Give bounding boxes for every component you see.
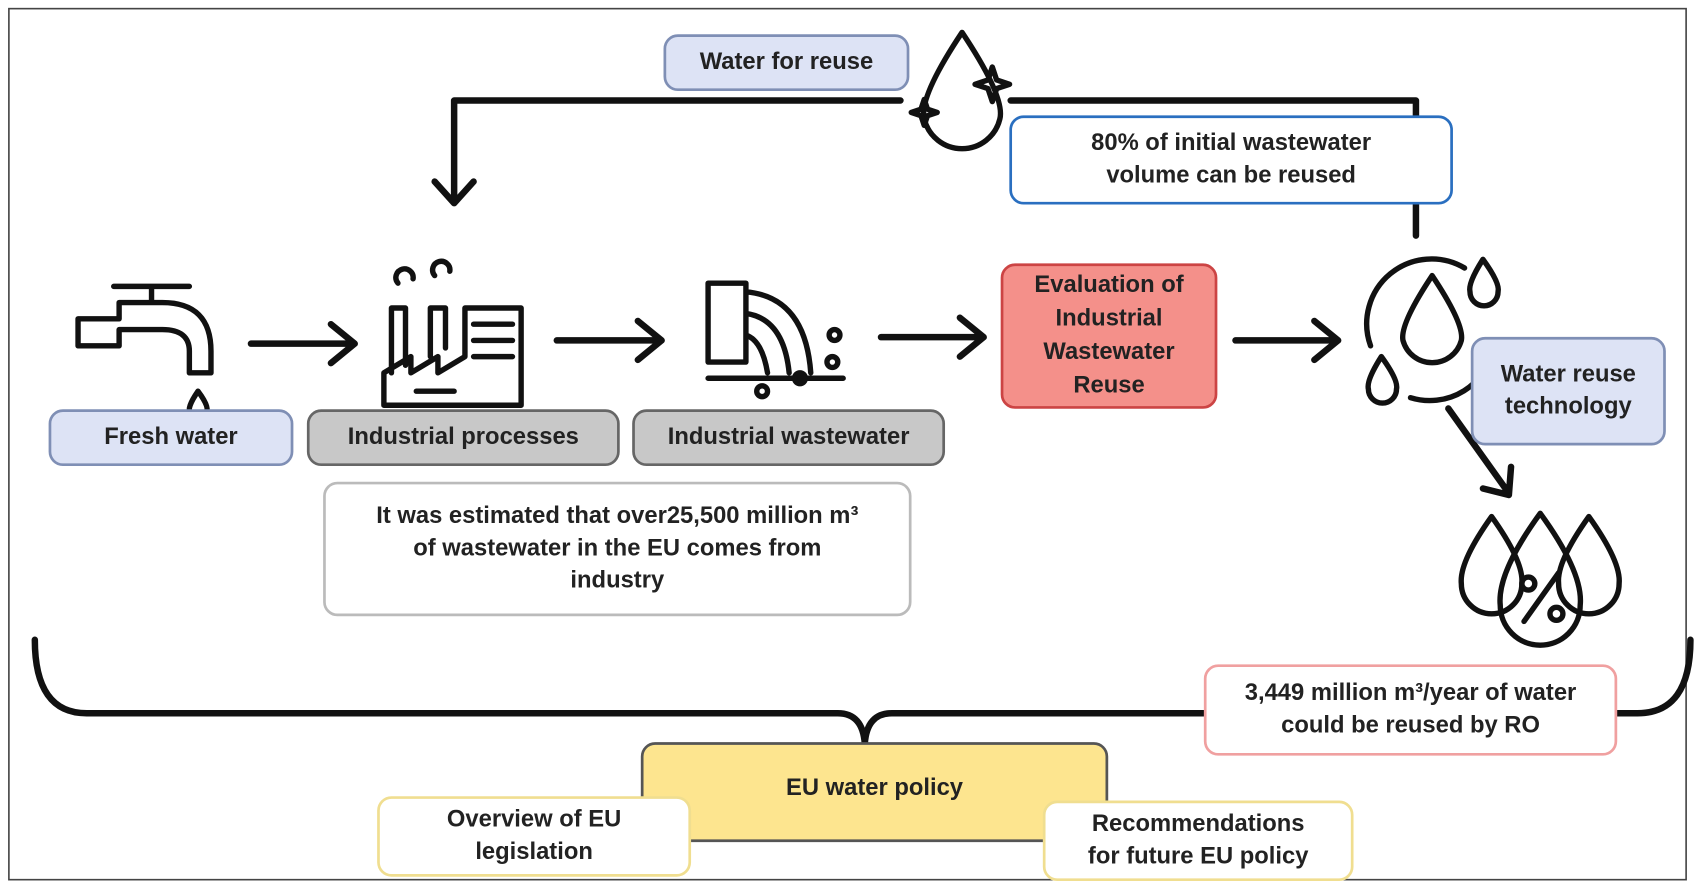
box-label: Fresh water [104, 423, 237, 450]
box-label: volume can be reused [1106, 161, 1356, 188]
box: Water reuse technology [1470, 336, 1666, 446]
box-label: Water reuse [1501, 360, 1636, 387]
box-label: Evaluation of [1034, 271, 1183, 298]
box-shape [1042, 800, 1354, 882]
box-shape [48, 409, 294, 467]
box-label: Reuse [1073, 372, 1144, 399]
box: 3,449 million m³/year of water could be r… [1203, 664, 1618, 756]
box-shape [1470, 336, 1666, 446]
box-label: legislation [475, 838, 593, 865]
box-label: of wastewater in the EU comes from [413, 534, 821, 561]
box-label: technology [1505, 393, 1633, 420]
box: Fresh water [48, 409, 294, 467]
box-shape [632, 409, 946, 467]
box-label: Water for reuse [700, 48, 873, 75]
box-label: Industrial [1056, 305, 1163, 332]
box-label: It was estimated that over25,500 million… [376, 502, 858, 529]
box: Recommendations for future EU policy [1042, 800, 1354, 882]
box-label: 80% of initial wastewater [1091, 129, 1371, 156]
box: Water for reuse [663, 34, 910, 92]
box-label: for future EU policy [1088, 842, 1309, 869]
box-label: Industrial wastewater [668, 423, 910, 450]
box-shape [1000, 263, 1218, 409]
box: EU water policy [640, 742, 1109, 843]
box: Evaluation of Industrial Wastewater Reuse [1000, 263, 1218, 409]
box-shape [663, 34, 910, 92]
box-label: Wastewater [1043, 338, 1174, 365]
box-label: Overview of EU [447, 806, 621, 833]
box-label: could be reused by RO [1281, 712, 1540, 739]
box-label: 3,449 million m³/year of water [1245, 679, 1577, 706]
box: It was estimated that over25,500 million… [323, 481, 912, 617]
box-shape [306, 409, 620, 467]
icons [75, 29, 1622, 648]
box-shape [323, 481, 912, 617]
box-shape [377, 796, 692, 877]
box-shape [1203, 664, 1618, 756]
box-shape [640, 742, 1109, 843]
box-shape [1009, 115, 1453, 205]
box: Industrial processes [306, 409, 620, 467]
box: 80% of initial wastewater volume can be r… [1009, 115, 1453, 205]
box: Overview of EU legislation [377, 796, 692, 877]
box-label: Recommendations [1092, 810, 1305, 837]
box-label: industry [570, 567, 665, 594]
box: Industrial wastewater [632, 409, 946, 467]
box-label: Industrial processes [348, 423, 579, 450]
box-label: EU water policy [786, 774, 964, 801]
frame [8, 7, 1687, 881]
